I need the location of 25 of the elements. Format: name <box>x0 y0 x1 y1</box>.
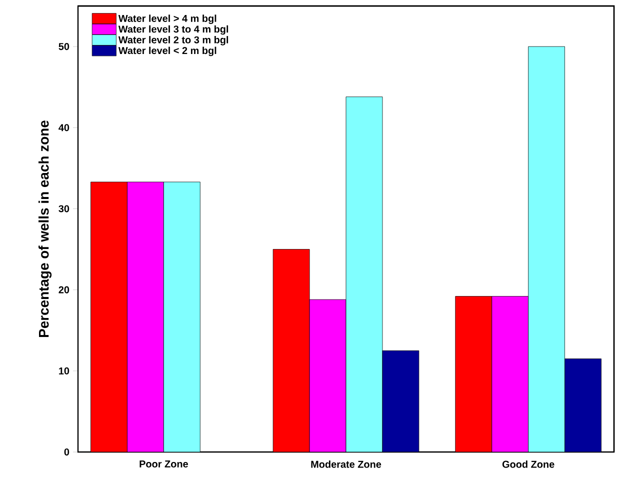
bar <box>309 299 346 452</box>
legend-label: Water level < 2 m bgl <box>118 46 216 56</box>
x-tick-label: Good Zone <box>502 460 554 468</box>
y-tick-label: 20 <box>58 286 70 294</box>
bar <box>163 182 200 452</box>
bar <box>455 296 492 452</box>
bar <box>346 96 383 452</box>
bar <box>382 350 420 452</box>
y-tick-label: 0 <box>64 448 70 456</box>
y-tick-label: 40 <box>58 124 70 132</box>
y-tick-label: 10 <box>59 367 70 374</box>
bar <box>564 358 602 452</box>
y-tick-label: 50 <box>58 43 70 50</box>
legend-label: Water level 3 to 4 m bgl <box>118 25 228 35</box>
legend-label: Water level 2 to 3 m bgl <box>118 36 228 46</box>
y-axis-title: Percentage of wells in each zone <box>38 120 52 337</box>
bar <box>528 46 565 452</box>
legend-label: Water level > 4 m bgl <box>118 14 216 24</box>
bar <box>272 249 310 452</box>
x-tick-label: Moderate Zone <box>311 460 382 468</box>
bar <box>492 296 529 452</box>
bar <box>90 182 128 452</box>
bar <box>127 182 164 452</box>
y-tick-label: 30 <box>58 205 70 212</box>
x-tick-label: Poor Zone <box>140 460 188 468</box>
